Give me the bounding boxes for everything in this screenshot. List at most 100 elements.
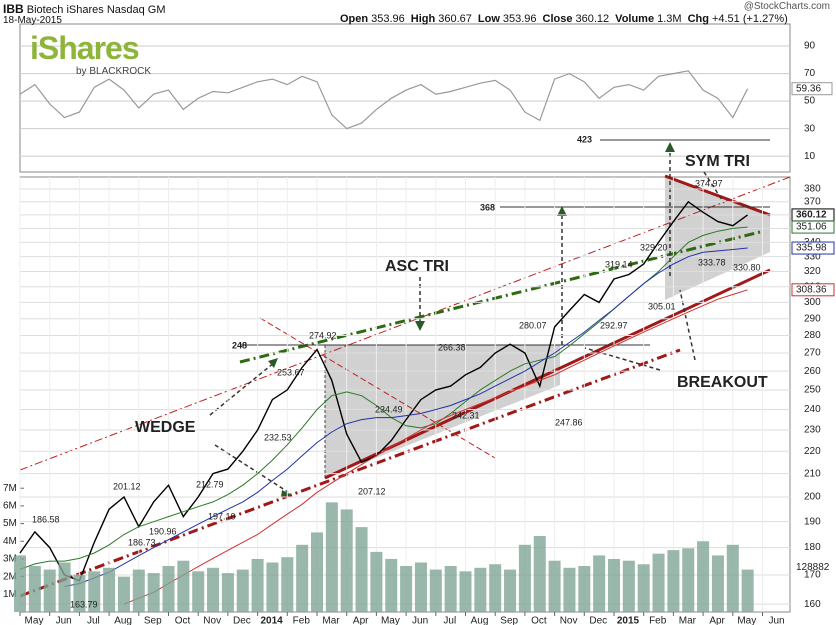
annotation: 186.73 <box>128 537 156 547</box>
ma-line <box>123 289 748 605</box>
symbol-line: IBB Biotech iShares Nasdaq GM <box>3 2 166 16</box>
y-tick-label: 160 <box>804 599 821 610</box>
volume-bar <box>147 573 160 612</box>
annotation: 368 <box>480 202 495 212</box>
x-tick-label: May <box>25 616 44 625</box>
y-tick-label: 70 <box>804 68 816 79</box>
volume-bar <box>444 566 457 612</box>
annotation: 232.53 <box>264 432 292 442</box>
x-tick-label: Aug <box>114 616 132 625</box>
annotation: 248 <box>232 340 247 350</box>
volume-bar <box>652 553 665 612</box>
y-tick-label: 230 <box>804 425 821 436</box>
volume-bar <box>14 555 26 612</box>
volume-bar <box>311 532 323 612</box>
ma-line <box>64 247 748 587</box>
volume-bar <box>207 567 220 612</box>
trendline <box>19 348 681 598</box>
logo-sub: by BLACKROCK <box>76 66 152 77</box>
annotation: 329.20 <box>640 242 668 252</box>
x-tick-label: Jun <box>56 616 72 625</box>
volume-bar <box>711 555 724 612</box>
annotation: 163.79 <box>70 599 98 609</box>
quote: Open 353.96 High 360.67 Low 353.96 Close 360.12… <box>340 13 794 25</box>
last-label-box <box>791 82 833 96</box>
trendline <box>19 176 791 471</box>
annotation: 242.31 <box>452 410 480 420</box>
volume-bar <box>355 527 368 612</box>
volume-bar <box>414 562 427 612</box>
y-tick-label: 190 <box>804 516 821 527</box>
volume-bar <box>192 571 205 612</box>
x-tick-label: Feb <box>649 616 667 625</box>
volume-bar <box>637 564 650 612</box>
volume-bar <box>578 566 591 612</box>
last-label: 360.12 <box>796 210 827 221</box>
x-tick-label: Apr <box>353 616 369 625</box>
x-tick-label: Mar <box>322 616 340 625</box>
name: Biotech iShares Nasdaq GM <box>26 4 166 16</box>
volume-bar <box>726 544 739 612</box>
y2-tick-label: 3M <box>3 554 17 565</box>
last-label: 59.36 <box>796 83 821 94</box>
quote-label: Open <box>340 13 369 25</box>
x-tick-label: Jun <box>768 616 784 625</box>
asc-tri-shade <box>325 345 560 478</box>
x-tick-label: Oct <box>531 616 547 625</box>
trendline <box>664 174 771 217</box>
y-tick-label: 290 <box>804 313 821 324</box>
volume-bar <box>281 557 294 612</box>
arrows <box>209 148 725 493</box>
volume-bar <box>385 558 398 612</box>
y-tick-label: 10 <box>804 151 816 162</box>
volume-bar <box>370 551 383 612</box>
last-label: 128882 <box>796 562 830 573</box>
annotation: 330.80 <box>733 262 761 272</box>
y-tick-label: 220 <box>804 446 821 457</box>
x-tick-label: 2014 <box>260 616 283 625</box>
volume-bar <box>132 569 145 612</box>
x-tick-label: Dec <box>233 616 251 625</box>
quote-value: 360.67 <box>438 13 472 25</box>
annotation: SYM TRI <box>685 153 750 170</box>
volume-bar <box>28 566 41 612</box>
quote-label: Close <box>542 13 573 25</box>
y-tick-label: 200 <box>804 492 821 503</box>
x-tick-label: Feb <box>293 616 311 625</box>
annotation: 201.12 <box>113 481 141 491</box>
annotation: 319.14 <box>605 259 633 269</box>
price-line <box>19 200 749 582</box>
annotation: 253.67 <box>277 367 305 377</box>
quote-value: 360.12 <box>575 13 610 25</box>
annotation: BREAKOUT <box>677 374 768 391</box>
trendline <box>259 317 496 459</box>
last-label-box <box>791 220 835 234</box>
last-label: 351.06 <box>796 222 827 233</box>
quote-label: Low <box>477 13 500 25</box>
annotation: WEDGE <box>135 419 196 436</box>
last-label: 335.98 <box>796 243 827 254</box>
x-tick-label: Jul <box>443 616 456 625</box>
rsi-panel <box>19 23 791 173</box>
volume-bar <box>667 550 680 612</box>
y-tick-label: 280 <box>804 330 821 341</box>
quote-value: 1.3M <box>657 13 682 25</box>
date: 18-May-2015 <box>3 15 62 26</box>
annotation: 234.49 <box>375 404 403 414</box>
y-tick-label: 50 <box>804 96 816 107</box>
x-tick-label: 2015 <box>617 616 640 625</box>
volume-bar <box>533 535 546 612</box>
rsi-line <box>19 70 749 130</box>
y2-tick-label: 5M <box>3 518 17 529</box>
volume-bar <box>340 509 353 612</box>
volume-bar <box>88 571 101 612</box>
arrow-heads <box>268 142 675 497</box>
logo: iShares <box>30 30 140 66</box>
volume-bar <box>622 560 635 612</box>
quote-value: +4.51 (+1.27%) <box>711 13 788 25</box>
annotation: 186.58 <box>32 514 60 524</box>
y-tick-label: 300 <box>804 297 821 308</box>
quote-value: 353.96 <box>502 13 537 25</box>
y-tick-label: 370 <box>804 196 821 207</box>
